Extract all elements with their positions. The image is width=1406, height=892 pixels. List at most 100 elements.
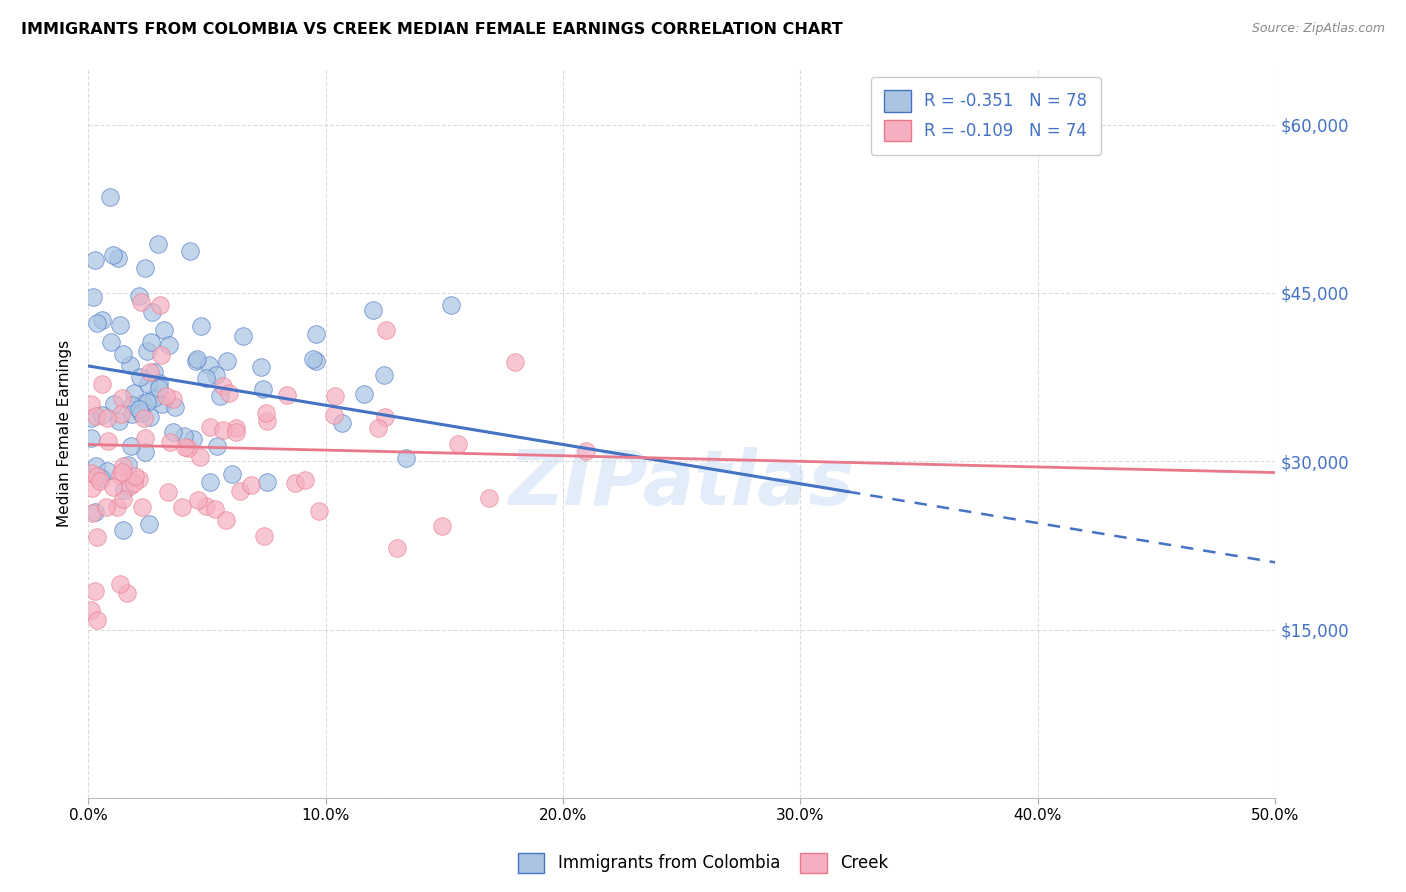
Point xyxy=(110,465,132,479)
Point xyxy=(129,370,152,384)
Point xyxy=(198,419,221,434)
Point xyxy=(100,335,122,350)
Point xyxy=(217,353,239,368)
Point xyxy=(173,429,195,443)
Point xyxy=(79,396,101,410)
Point xyxy=(86,468,108,483)
Point xyxy=(143,391,166,405)
Point xyxy=(149,298,172,312)
Point xyxy=(107,251,129,265)
Point xyxy=(96,410,118,425)
Point xyxy=(122,476,145,491)
Point xyxy=(111,491,134,506)
Text: Source: ZipAtlas.com: Source: ZipAtlas.com xyxy=(1251,22,1385,36)
Point xyxy=(225,421,247,435)
Point xyxy=(103,480,125,494)
Point xyxy=(134,431,156,445)
Point xyxy=(86,316,108,330)
Point xyxy=(305,326,328,341)
Point xyxy=(190,319,212,334)
Point xyxy=(84,409,107,424)
Point xyxy=(177,442,200,456)
Point xyxy=(221,467,243,482)
Point xyxy=(503,355,526,369)
Point xyxy=(118,358,141,372)
Point xyxy=(179,244,201,258)
Point xyxy=(256,414,278,428)
Point xyxy=(361,303,384,318)
Point xyxy=(90,471,112,485)
Point xyxy=(138,517,160,532)
Point xyxy=(186,353,208,368)
Point xyxy=(305,353,328,368)
Point xyxy=(83,505,105,519)
Point xyxy=(276,388,298,402)
Point xyxy=(98,190,121,204)
Point xyxy=(120,439,142,453)
Point xyxy=(186,351,208,366)
Point xyxy=(132,396,155,410)
Point xyxy=(90,313,112,327)
Point xyxy=(149,348,172,362)
Point xyxy=(129,294,152,309)
Point xyxy=(80,506,103,520)
Point xyxy=(108,414,131,428)
Point xyxy=(117,458,139,473)
Point xyxy=(353,387,375,401)
Point xyxy=(82,482,104,496)
Point xyxy=(254,406,277,420)
Point xyxy=(111,391,134,405)
Point xyxy=(131,500,153,515)
Point xyxy=(157,484,180,499)
Point xyxy=(148,380,170,394)
Point xyxy=(294,473,316,487)
Point xyxy=(200,475,222,489)
Point xyxy=(373,368,395,382)
Point xyxy=(141,305,163,319)
Point xyxy=(162,425,184,439)
Point xyxy=(90,377,112,392)
Point xyxy=(84,459,107,474)
Point xyxy=(194,371,217,385)
Point xyxy=(387,541,409,556)
Point xyxy=(374,322,396,336)
Point xyxy=(82,289,104,303)
Point xyxy=(86,613,108,627)
Point xyxy=(256,475,278,489)
Point xyxy=(173,440,195,454)
Point xyxy=(308,504,330,518)
Point xyxy=(79,466,101,480)
Point xyxy=(124,469,146,483)
Point xyxy=(139,410,162,425)
Point xyxy=(105,500,128,515)
Point xyxy=(103,397,125,411)
Point xyxy=(120,479,142,493)
Point xyxy=(136,343,159,358)
Point xyxy=(112,483,135,497)
Point xyxy=(323,389,346,403)
Point xyxy=(181,433,204,447)
Point xyxy=(110,408,132,422)
Point xyxy=(112,523,135,537)
Point xyxy=(132,411,155,425)
Point xyxy=(139,365,162,379)
Point xyxy=(215,513,238,527)
Point xyxy=(96,464,118,478)
Point xyxy=(134,445,156,459)
Point xyxy=(148,376,170,390)
Point xyxy=(229,484,252,499)
Point xyxy=(367,421,389,435)
Point xyxy=(129,406,152,420)
Point xyxy=(155,389,177,403)
Point xyxy=(332,416,354,430)
Point xyxy=(150,397,173,411)
Point xyxy=(240,478,263,492)
Point xyxy=(89,474,111,488)
Point xyxy=(205,368,228,383)
Point xyxy=(121,407,143,421)
Point xyxy=(165,401,187,415)
Point xyxy=(162,392,184,406)
Legend: Immigrants from Colombia, Creek: Immigrants from Colombia, Creek xyxy=(510,847,896,880)
Point xyxy=(121,398,143,412)
Point xyxy=(439,298,461,312)
